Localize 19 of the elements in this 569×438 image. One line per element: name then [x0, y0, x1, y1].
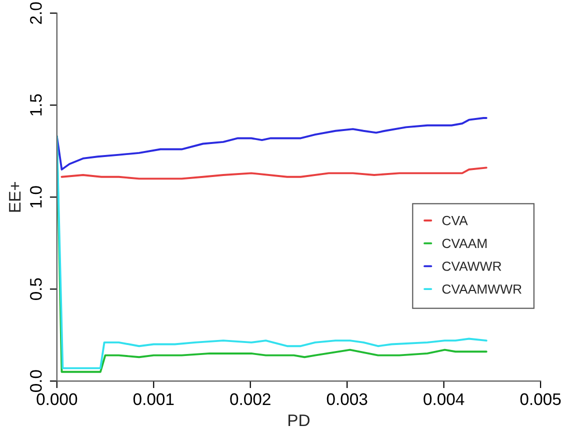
legend-label: CVAAM: [442, 238, 487, 248]
y-tick-label: 1.5: [30, 94, 42, 116]
legend-label: CVA: [442, 216, 468, 226]
x-tick-label: 0.004: [424, 393, 464, 406]
legend-label: CVAWWR: [442, 262, 502, 271]
y-tick-label: 1.0: [30, 186, 42, 208]
x-tick-label: 0.003: [326, 393, 368, 406]
line-series: [56, 117, 488, 170]
x-tick-label: 0.005: [520, 393, 561, 406]
y-tick-label: 0.5: [30, 278, 42, 300]
y-axis-title: EE+: [9, 182, 21, 212]
y-tick-label: 2.0: [30, 2, 42, 24]
x-axis-title: PD: [288, 414, 310, 426]
legend-label: CVAAMWWR: [442, 284, 522, 294]
x-tick-label: 0.001: [133, 393, 174, 406]
x-tick-label: 0.002: [230, 393, 270, 406]
y-tick-label: 0.0: [30, 370, 42, 392]
x-tick-label: 0.000: [36, 393, 78, 406]
line-series: [60, 166, 488, 180]
